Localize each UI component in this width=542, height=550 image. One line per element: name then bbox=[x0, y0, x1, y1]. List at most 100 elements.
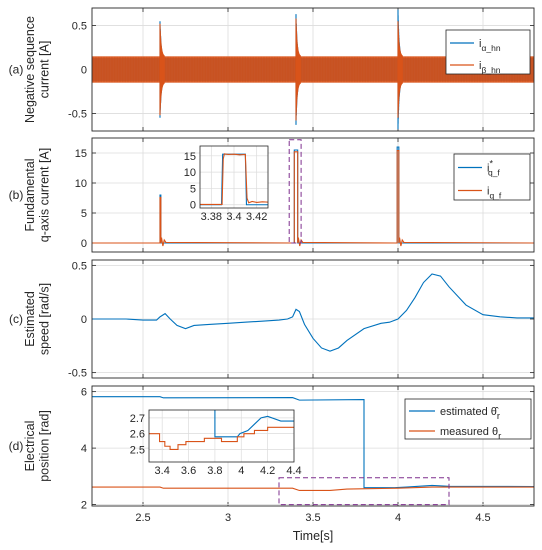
legend-entry: iq_f bbox=[487, 186, 502, 201]
legend-main: estimated θ̂ bbox=[440, 406, 499, 418]
legend-main: i bbox=[487, 163, 489, 175]
y-axis-label-line: Fundamental bbox=[23, 159, 37, 232]
panel-label: (d) bbox=[9, 439, 24, 453]
inset-y-tick-label: 5 bbox=[190, 183, 196, 195]
legend-sub: q_f bbox=[488, 168, 500, 178]
series-line-estimated bbox=[92, 273, 534, 352]
legend-sub: β_hn bbox=[481, 65, 500, 75]
legend: i* q_fiq_f bbox=[453, 153, 531, 201]
zoom-region-box bbox=[288, 139, 302, 244]
y-axis-label: Negative sequencecurrent [A] bbox=[23, 16, 51, 123]
inset-x-tick-label: 4 bbox=[238, 465, 244, 477]
series-group bbox=[92, 273, 534, 352]
y-tick-label: 6 bbox=[81, 387, 87, 399]
y-axis-label-line: current [A] bbox=[37, 41, 51, 99]
inset-x-tick-label: 3.6 bbox=[181, 465, 196, 477]
inset-y-tick-label: 2.5 bbox=[130, 444, 145, 456]
x-axis-title: Time[s] bbox=[293, 529, 334, 543]
y-tick-label: 15 bbox=[75, 148, 87, 160]
inset-x-tick-label: 4.4 bbox=[286, 465, 301, 477]
series-burst bbox=[397, 21, 403, 118]
series-line-iq-ref bbox=[92, 146, 534, 244]
inset-plot-area bbox=[149, 410, 294, 462]
panel-d: 2 4 6 (d) Electricalposition [rad] 2.5 3 3.5 4 4.… bbox=[9, 385, 535, 543]
series-group bbox=[92, 146, 534, 247]
y-tick-label: 0 bbox=[81, 65, 87, 77]
inset-y-tick-label: 15 bbox=[184, 151, 196, 163]
panel-label: (a) bbox=[9, 63, 24, 77]
x-tick-label: 2.5 bbox=[135, 512, 150, 524]
inset-x-tick-label: 3.4 bbox=[226, 211, 241, 223]
inset-y-tick-label: 2.6 bbox=[130, 429, 145, 441]
inset-series-group bbox=[149, 410, 294, 450]
inset-x-tick-label: 3.4 bbox=[155, 465, 170, 477]
inset-series-group bbox=[200, 153, 268, 206]
legend-box bbox=[453, 153, 531, 201]
y-axis-label: Electricalposition [rad] bbox=[23, 410, 51, 482]
legend-main: i bbox=[479, 38, 481, 50]
axes-frame bbox=[91, 385, 535, 507]
y-axis-label-line: q-axis current [A] bbox=[37, 148, 51, 242]
legend-entry: i* q_f bbox=[487, 159, 500, 178]
y-tick-label: 0.5 bbox=[72, 260, 87, 272]
legend-main: i bbox=[487, 186, 489, 198]
legend-sub: r bbox=[497, 411, 500, 422]
y-tick-label: 0.5 bbox=[72, 21, 87, 33]
series-burst bbox=[159, 23, 165, 116]
inset-y-tick-label: 0 bbox=[190, 200, 196, 212]
legend-main: i bbox=[479, 60, 481, 72]
series-line-estimated bbox=[92, 396, 534, 489]
inset-line-reference bbox=[214, 410, 294, 438]
series-line-measured bbox=[92, 486, 534, 492]
inset-axes: 3.38 3.4 3.42 0 5 10 15 bbox=[184, 145, 269, 223]
inset-x-tick-label: 4.2 bbox=[260, 465, 275, 477]
panel-a: -0.5 0 0.5 (a) Negative sequencecurrent [A] i… bbox=[9, 7, 535, 132]
y-tick-label: -0.5 bbox=[68, 108, 87, 120]
legend-entry: iβ_hn bbox=[479, 60, 501, 75]
x-tick-label: 4.5 bbox=[475, 512, 490, 524]
y-axis-label-line: Negative sequence bbox=[23, 16, 37, 123]
y-tick-label: 10 bbox=[75, 178, 87, 190]
y-axis-label-line: speed [rad/s] bbox=[37, 283, 51, 355]
y-axis-label-line: Electrical bbox=[23, 421, 37, 472]
inset-line-measured bbox=[200, 153, 268, 205]
legend-entry: estimated θ̂r bbox=[440, 406, 500, 422]
legend-sub: α_hn bbox=[481, 43, 500, 53]
legend-sup: * bbox=[489, 159, 493, 169]
series-line-iq bbox=[92, 150, 534, 247]
inset-x-tick-label: 3.42 bbox=[246, 211, 267, 223]
y-tick-label: 2 bbox=[81, 500, 87, 512]
legend-box bbox=[445, 29, 531, 75]
series-group bbox=[92, 396, 534, 492]
y-tick-label: -0.5 bbox=[68, 368, 87, 380]
inset-axes: 3.4 3.6 3.8 4 4.2 4.4 2.5 2.6 2.7 bbox=[130, 409, 302, 477]
inset-x-tick-label: 3.38 bbox=[201, 211, 222, 223]
legend-entry: iα_hn bbox=[479, 38, 501, 53]
y-axis-label-line: Estimated bbox=[23, 291, 37, 347]
panel-c: -0.5 0 0.5 (c) Estimatedspeed [rad/s] bbox=[9, 259, 535, 380]
zoom-region-box bbox=[278, 477, 450, 506]
inset-y-tick-label: 10 bbox=[184, 167, 196, 179]
inset-frame bbox=[148, 409, 295, 463]
legend-sub: q_f bbox=[489, 191, 501, 201]
panel-label: (b) bbox=[9, 188, 24, 202]
y-tick-label: 0 bbox=[81, 314, 87, 326]
legend-box bbox=[404, 398, 532, 440]
x-tick-label: 4 bbox=[395, 512, 401, 524]
x-tick-label: 3.5 bbox=[305, 512, 320, 524]
inset-x-tick-label: 3.8 bbox=[207, 465, 222, 477]
inset-y-tick-label: 2.7 bbox=[130, 413, 145, 425]
panel-label: (c) bbox=[9, 312, 23, 326]
y-tick-label: 4 bbox=[81, 443, 87, 455]
legend-sub: r bbox=[498, 431, 501, 442]
y-tick-label: 0 bbox=[81, 238, 87, 250]
y-tick-label: 5 bbox=[81, 208, 87, 220]
axes-frame bbox=[91, 137, 535, 253]
axes-frame bbox=[91, 259, 535, 379]
inset-line-measured bbox=[149, 426, 294, 450]
legend-entry: measured θr bbox=[440, 426, 501, 442]
